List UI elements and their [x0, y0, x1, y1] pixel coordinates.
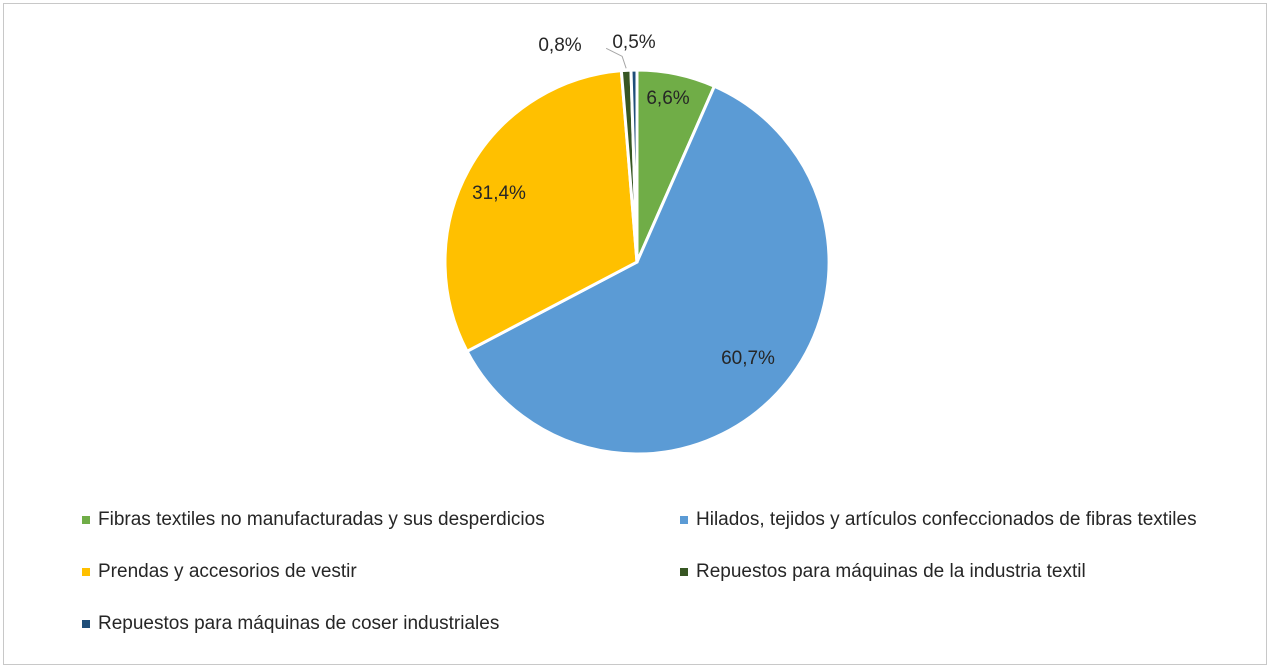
data-label-hilados: 60,7%	[721, 348, 775, 369]
legend-swatch	[680, 516, 688, 524]
chart-frame: 6,6% 60,7% 31,4% 0,8% 0,5% Fibras textiles n…	[3, 3, 1267, 665]
legend-label: Repuestos para máquinas de la industria …	[696, 561, 1086, 582]
legend-swatch	[680, 568, 688, 576]
legend-item-hilados: Hilados, tejidos y artículos confecciona…	[680, 509, 1197, 531]
data-label-repuestos-industria: 0,8%	[538, 35, 581, 56]
legend-item-prendas: Prendas y accesorios de vestir	[82, 561, 357, 583]
legend-swatch	[82, 620, 90, 628]
legend-label: Hilados, tejidos y artículos confecciona…	[696, 509, 1197, 530]
legend-label: Prendas y accesorios de vestir	[98, 561, 357, 582]
pie-slice-hilados	[465, 84, 831, 456]
legend-item-repuestos-industria: Repuestos para máquinas de la industria …	[680, 561, 1086, 583]
pie-slice-prendas	[443, 69, 639, 354]
legend-swatch	[82, 516, 90, 524]
pie-slice-repuestos-coser	[629, 68, 639, 263]
data-label-repuestos-coser: 0,5%	[612, 32, 655, 53]
leader-line-repuestos-industria	[605, 47, 627, 69]
legend-swatch	[82, 568, 90, 576]
legend-label: Fibras textiles no manufacturadas y sus …	[98, 509, 545, 530]
data-label-fibras: 6,6%	[646, 88, 689, 109]
pie-chart: 6,6% 60,7% 31,4% 0,8% 0,5%	[443, 32, 831, 456]
legend-item-repuestos-coser: Repuestos para máquinas de coser industr…	[82, 613, 499, 635]
data-label-prendas: 31,4%	[472, 183, 526, 204]
legend-label: Repuestos para máquinas de coser industr…	[98, 613, 500, 634]
legend-item-fibras: Fibras textiles no manufacturadas y sus …	[82, 509, 545, 531]
